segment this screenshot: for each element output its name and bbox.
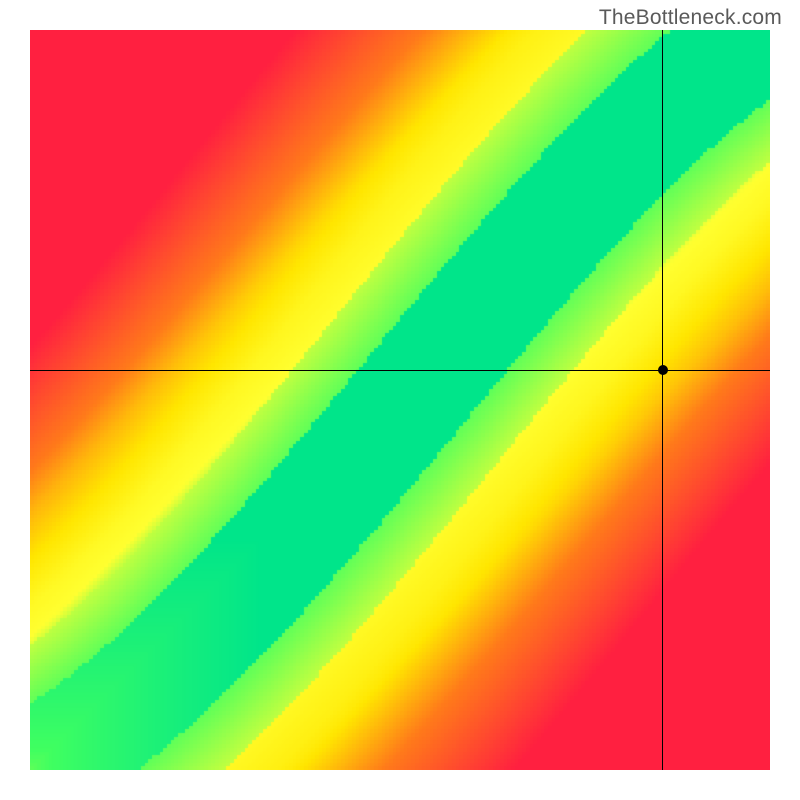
heatmap-canvas [30, 30, 770, 770]
crosshair-vertical [662, 30, 663, 770]
bottleneck-heatmap [30, 30, 770, 770]
watermark-text: TheBottleneck.com [599, 6, 782, 30]
crosshair-marker [658, 365, 668, 375]
